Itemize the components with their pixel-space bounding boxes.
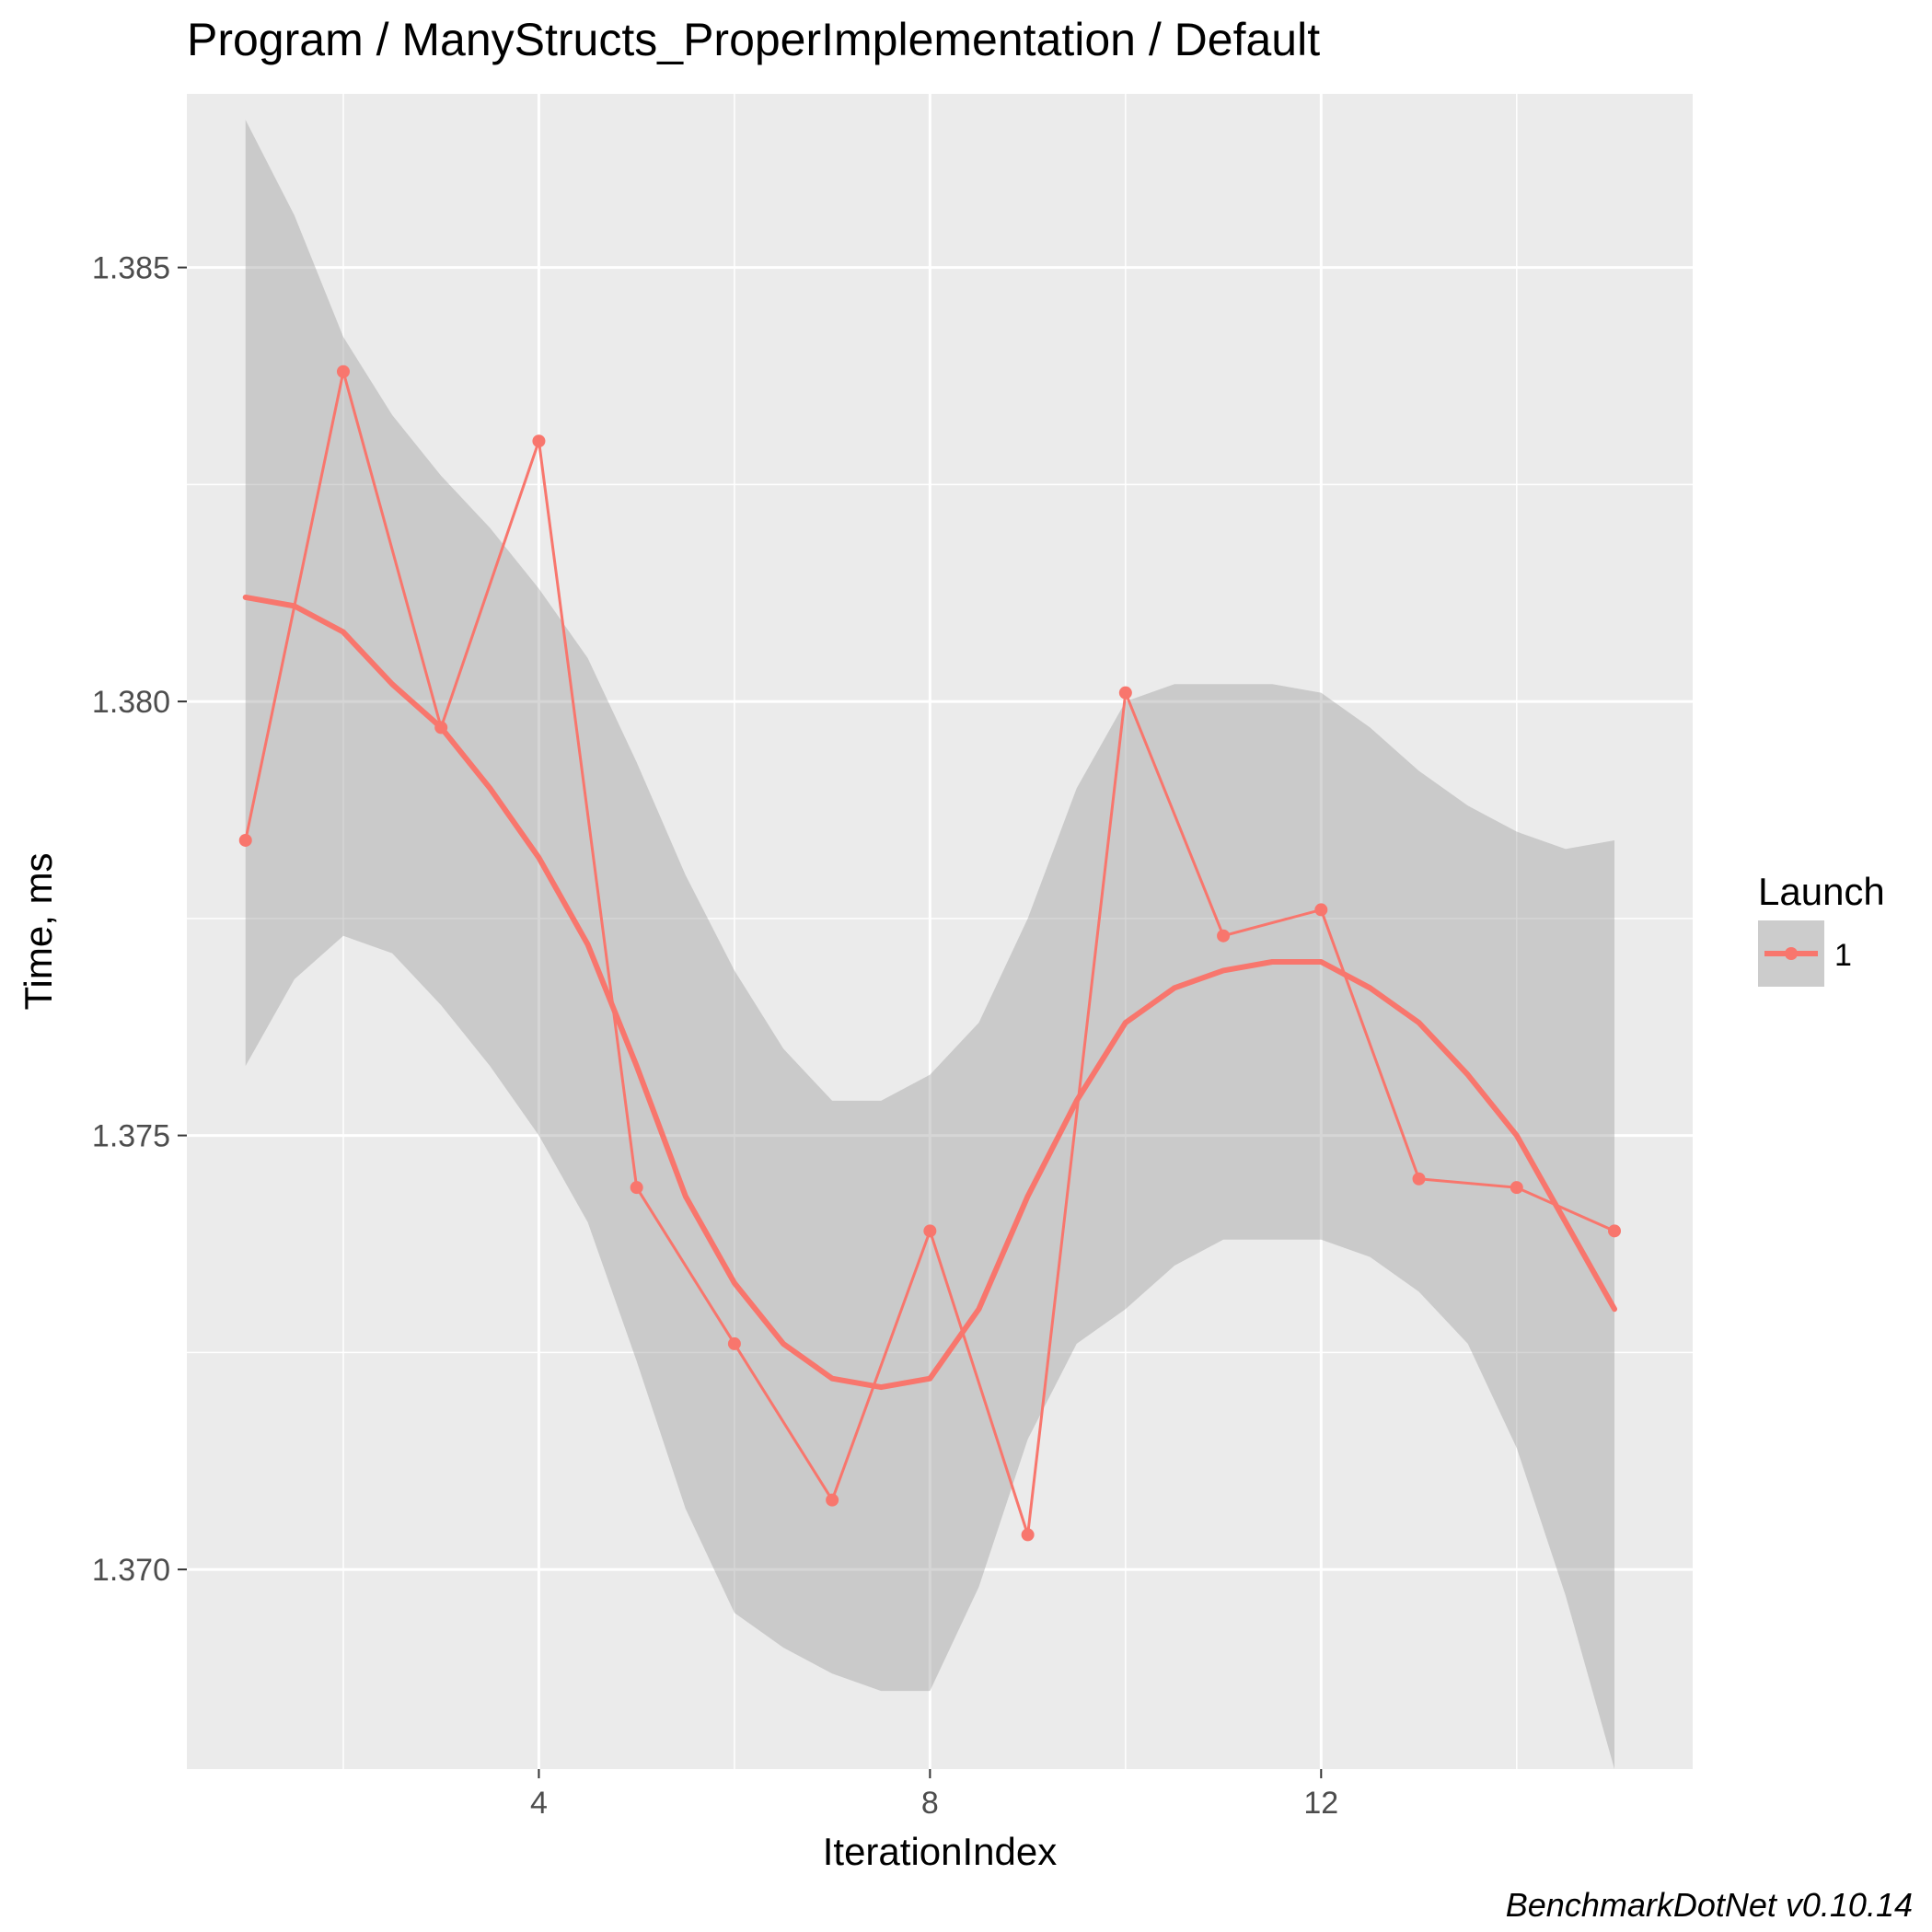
x-tick-label: 4 — [530, 1786, 548, 1821]
data-point — [727, 1336, 741, 1350]
data-point — [336, 364, 350, 378]
major-gridlines — [187, 94, 1693, 1769]
data-point — [826, 1493, 839, 1507]
y-tick-label: 1.385 — [92, 251, 170, 286]
legend-label-1: 1 — [1834, 938, 1852, 973]
data-point — [1021, 1528, 1035, 1542]
caption: BenchmarkDotNet v0.10.14 — [1506, 1886, 1913, 1924]
data-point — [1510, 1181, 1523, 1195]
data-point — [238, 833, 252, 847]
legend-title: Launch — [1758, 870, 1885, 913]
data-point — [1608, 1224, 1622, 1238]
plot-panel — [187, 94, 1693, 1769]
data-point — [532, 434, 546, 448]
y-axis: 1.370 1.375 1.380 1.385 — [92, 251, 187, 1588]
x-tick-label: 12 — [1303, 1786, 1338, 1821]
x-axis: 4 8 12 — [530, 1769, 1338, 1821]
y-tick-label: 1.380 — [92, 685, 170, 720]
smooth-line-layer — [242, 594, 1618, 1391]
data-point — [630, 1181, 643, 1195]
data-point — [1412, 1172, 1426, 1186]
x-tick-label: 8 — [921, 1786, 939, 1821]
data-point — [923, 1224, 937, 1238]
legend: Launch 1 — [1758, 870, 1885, 987]
y-axis-title: Time, ms — [17, 852, 60, 1010]
legend-key-point — [1785, 947, 1798, 960]
data-point — [1314, 903, 1328, 917]
y-tick-label: 1.375 — [92, 1119, 170, 1154]
data-point — [1217, 929, 1231, 943]
data-point — [434, 721, 448, 735]
confidence-band-layer — [245, 120, 1615, 1769]
data-points-layer — [238, 364, 1622, 1542]
smooth-line — [242, 594, 1618, 1391]
chart-title: Program / ManyStructs_ProperImplementati… — [187, 14, 1320, 65]
confidence-band — [245, 120, 1615, 1769]
data-point — [1118, 686, 1132, 700]
y-tick-label: 1.370 — [92, 1553, 170, 1588]
x-axis-title: IterationIndex — [823, 1830, 1058, 1873]
